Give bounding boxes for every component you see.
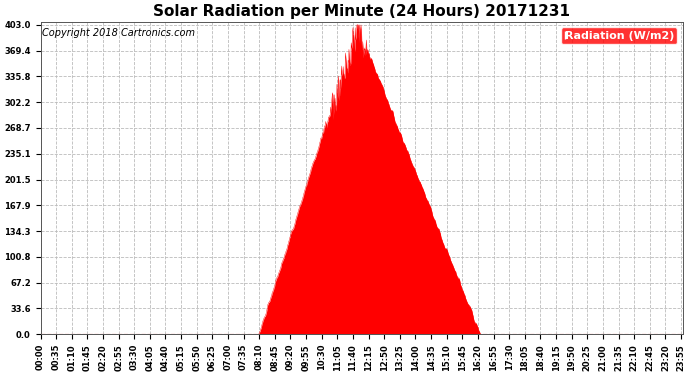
Title: Solar Radiation per Minute (24 Hours) 20171231: Solar Radiation per Minute (24 Hours) 20… xyxy=(153,4,570,19)
Legend: Radiation (W/m2): Radiation (W/m2) xyxy=(561,27,678,44)
Text: Copyright 2018 Cartronics.com: Copyright 2018 Cartronics.com xyxy=(42,28,195,38)
